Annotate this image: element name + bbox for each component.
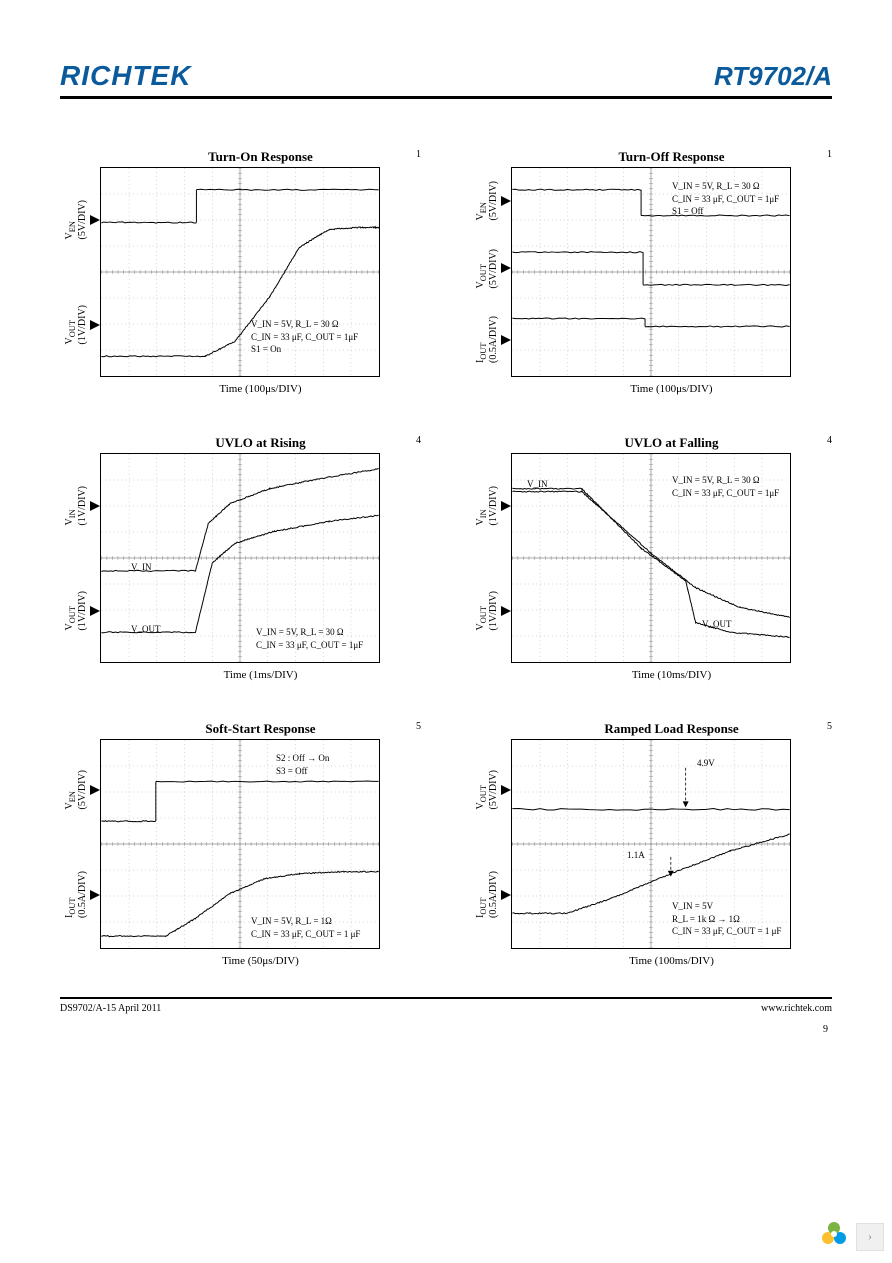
chart-marker: 1 <box>416 149 421 160</box>
chart-annotation: V_IN = 5V, R_L = 30 ΩC_IN = 33 μF, C_OUT… <box>672 474 779 499</box>
chart-0: Turn-On Response 1 VEN(5V/DIV) VOUT(1V/D… <box>60 149 421 395</box>
trace-label: V_IN <box>527 479 548 489</box>
page-number: 9 <box>60 1024 828 1035</box>
x-axis-label: Time (50μs/DIV) <box>100 955 421 967</box>
chart-annotation: V_IN = 5VR_L = 1k Ω → 1ΩC_IN = 33 μF, C_… <box>672 900 781 938</box>
brand-logo: RICHTEK <box>60 60 191 92</box>
chart-title: UVLO at Falling <box>511 435 832 451</box>
x-axis-label: Time (10ms/DIV) <box>511 669 832 681</box>
viewer-widget: › <box>818 1218 884 1255</box>
chart-marker: 5 <box>416 721 421 732</box>
chart-annotation: V_IN = 5V, R_L = 1ΩC_IN = 33 μF, C_OUT =… <box>251 915 360 940</box>
scope-display: V_IN = 5V, R_L = 30 ΩC_IN = 33 μF, C_OUT… <box>511 167 791 377</box>
page-header: RICHTEK RT9702/A <box>60 60 832 99</box>
scope-display: V_IN = 5V, R_L = 30 ΩC_IN = 33 μF, C_OUT… <box>511 453 791 663</box>
y-axis-label: VOUT(1V/DIV) <box>60 591 100 630</box>
scope-display: V_IN = 5V, R_L = 30 ΩC_IN = 33 μF, C_OUT… <box>100 167 380 377</box>
doc-id: DS9702/A-15 April 2011 <box>60 1003 161 1014</box>
y-axis-label: VOUT(5V/DIV) <box>471 249 511 288</box>
x-axis-label: Time (100μs/DIV) <box>511 383 832 395</box>
value-label: 4.9V <box>697 758 715 768</box>
chart-title: Turn-Off Response <box>511 149 832 165</box>
chart-4: Soft-Start Response 5 VEN(5V/DIV) IOUT(0… <box>60 721 421 967</box>
chart-marker: 1 <box>827 149 832 160</box>
chart-1: Turn-Off Response 1 VEN(5V/DIV) VOUT(5V/… <box>471 149 832 395</box>
chart-title: Ramped Load Response <box>511 721 832 737</box>
y-axis-label: IOUT(0.5A/DIV) <box>60 871 100 918</box>
trace-label: V_OUT <box>131 624 161 634</box>
y-axis-label: VOUT(1V/DIV) <box>471 591 511 630</box>
chart-annotation: V_IN = 5V, R_L = 30 ΩC_IN = 33 μF, C_OUT… <box>256 626 363 651</box>
footer-url: www.richtek.com <box>761 1003 832 1014</box>
y-axis-label: IOUT(0.5A/DIV) <box>471 316 511 363</box>
y-axis-label: IOUT(0.5A/DIV) <box>471 871 511 918</box>
scope-display: V_IN = 5VR_L = 1k Ω → 1ΩC_IN = 33 μF, C_… <box>511 739 791 949</box>
y-axis-label: VIN(1V/DIV) <box>471 486 511 525</box>
y-axis-label: VOUT(5V/DIV) <box>471 770 511 809</box>
chart-annotation: V_IN = 5V, R_L = 30 ΩC_IN = 33 μF, C_OUT… <box>672 180 779 218</box>
trace-label: V_IN <box>131 562 152 572</box>
chart-marker: 4 <box>827 435 832 446</box>
y-axis-label: VOUT(1V/DIV) <box>60 305 100 344</box>
trace-label: V_OUT <box>702 619 732 629</box>
chart-marker: 4 <box>416 435 421 446</box>
flower-icon <box>818 1218 850 1255</box>
footer-rule <box>60 997 832 999</box>
next-page-button[interactable]: › <box>856 1223 884 1251</box>
x-axis-label: Time (1ms/DIV) <box>100 669 421 681</box>
chart-marker: 5 <box>827 721 832 732</box>
chart-3: UVLO at Falling 4 VIN(1V/DIV) VOUT(1V/DI… <box>471 435 832 681</box>
x-axis-label: Time (100μs/DIV) <box>100 383 421 395</box>
chart-annotation: S2 : Off → OnS3 = Off <box>276 752 329 777</box>
chart-title: Soft-Start Response <box>100 721 421 737</box>
y-axis-label: VIN(1V/DIV) <box>60 486 100 525</box>
y-axis-label: VEN(5V/DIV) <box>60 200 100 239</box>
y-axis-label: VEN(5V/DIV) <box>471 181 511 220</box>
chart-2: UVLO at Rising 4 VIN(1V/DIV) VOUT(1V/DIV… <box>60 435 421 681</box>
part-number: RT9702/A <box>714 61 832 92</box>
chart-5: Ramped Load Response 5 VOUT(5V/DIV) IOUT… <box>471 721 832 967</box>
x-axis-label: Time (100ms/DIV) <box>511 955 832 967</box>
chart-annotation: V_IN = 5V, R_L = 30 ΩC_IN = 33 μF, C_OUT… <box>251 318 358 356</box>
scope-display: S2 : Off → OnS3 = Off V_IN = 5V, R_L = 1Ω… <box>100 739 380 949</box>
page-footer: DS9702/A-15 April 2011 www.richtek.com <box>60 1003 832 1014</box>
chart-title: UVLO at Rising <box>100 435 421 451</box>
y-axis-label: VEN(5V/DIV) <box>60 770 100 809</box>
scope-display: V_IN = 5V, R_L = 30 ΩC_IN = 33 μF, C_OUT… <box>100 453 380 663</box>
value-label: 1.1A <box>627 850 645 860</box>
charts-grid: Turn-On Response 1 VEN(5V/DIV) VOUT(1V/D… <box>60 149 832 967</box>
chart-title: Turn-On Response <box>100 149 421 165</box>
